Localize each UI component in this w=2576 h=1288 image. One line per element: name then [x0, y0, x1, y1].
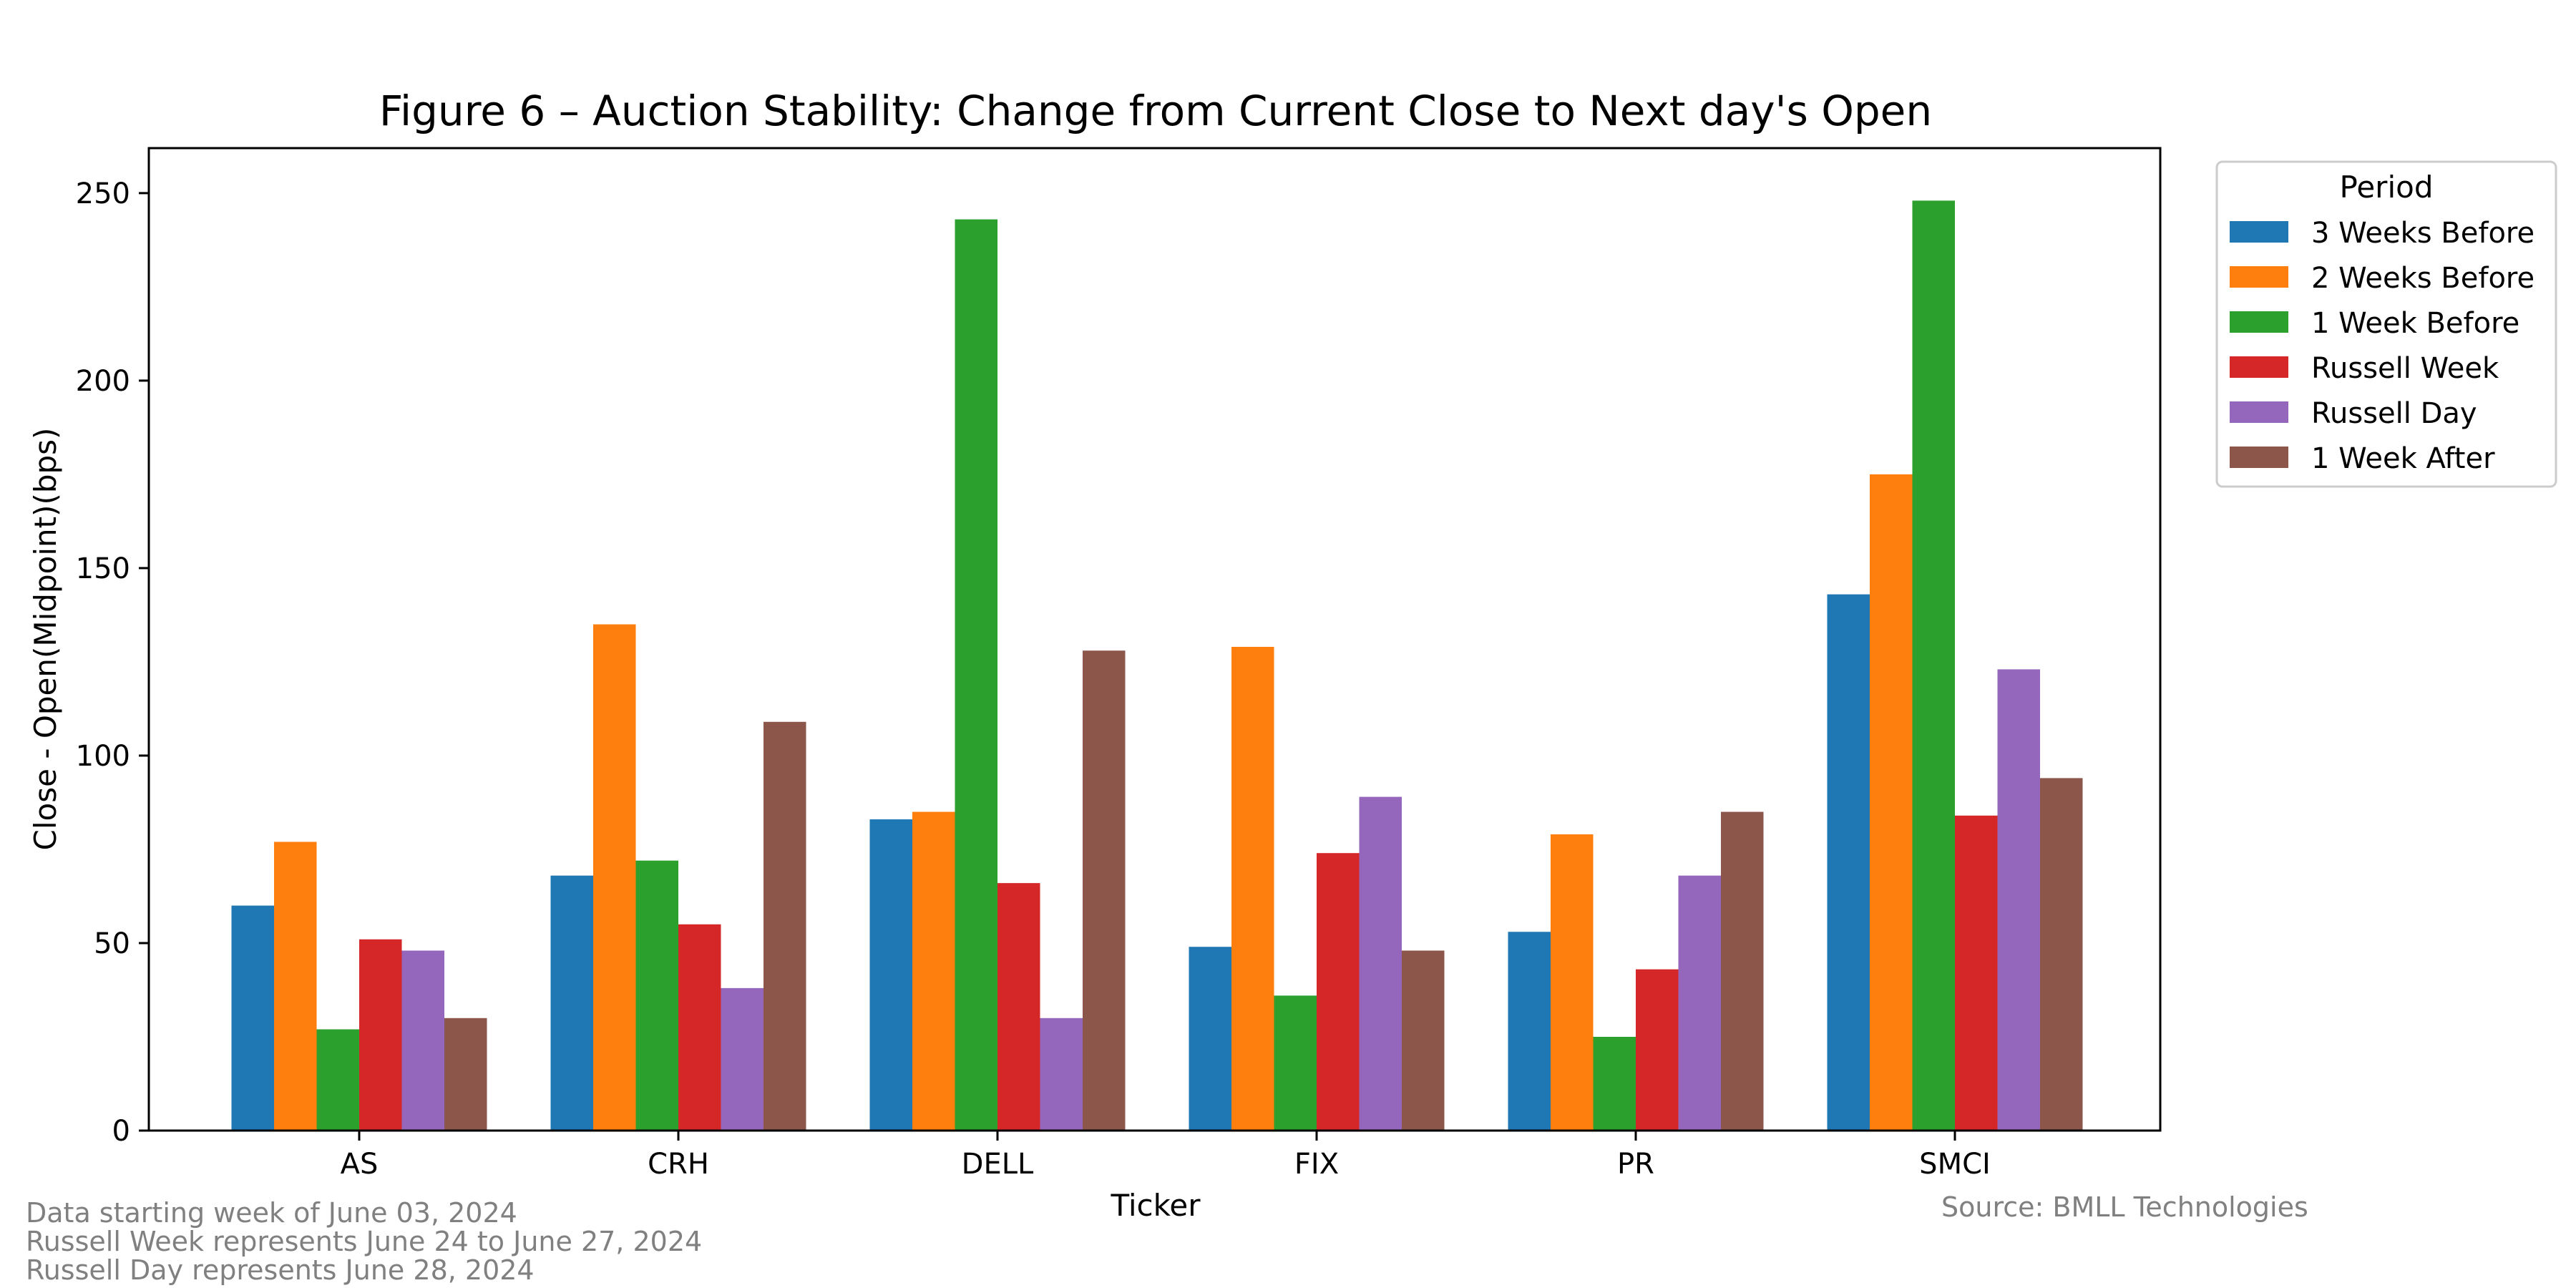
y-tick-label: 150 [76, 552, 130, 585]
bar-1-week-before-as [316, 1029, 359, 1131]
chart-title: Figure 6 – Auction Stability: Change fro… [379, 87, 1932, 135]
legend-swatch-russell-day [2230, 401, 2288, 423]
bar-3-weeks-before-dell [869, 819, 912, 1131]
footnote-russell-week: Russell Week represents June 24 to June … [26, 1226, 702, 1257]
x-tick-label: SMCI [1919, 1148, 1991, 1181]
bar-2-weeks-before-dell [912, 811, 955, 1131]
bar-2-weeks-before-fix [1231, 646, 1274, 1131]
legend-swatch-2-weeks-before [2230, 266, 2288, 288]
bar-2-weeks-before-pr [1551, 834, 1594, 1131]
legend: Period 3 Weeks Before 2 Weeks Before 1 Wee… [2215, 160, 2557, 488]
source-note: Source: BMLL Technologies [1941, 1191, 2308, 1223]
bar-1-week-after-crh [763, 721, 806, 1131]
bar-1-week-after-as [444, 1018, 487, 1131]
bar-1-week-before-crh [635, 860, 678, 1131]
legend-label-1-week-after: 1 Week After [2311, 442, 2495, 475]
bar-russell-day-smci [1997, 669, 2040, 1131]
y-axis-label: Close - Open(Midpoint)(bps) [28, 428, 63, 851]
bar-1-week-after-fix [1402, 950, 1445, 1131]
bar-1-week-after-smci [2040, 778, 2083, 1131]
y-tick-label: 200 [76, 365, 130, 398]
x-tick-label: PR [1617, 1148, 1654, 1181]
legend-title: Period [2340, 170, 2434, 205]
y-tick-label: 100 [76, 740, 130, 773]
footnote-data-start: Data starting week of June 03, 2024 [26, 1197, 517, 1229]
y-tick-label: 0 [112, 1115, 130, 1148]
bar-1-week-before-fix [1274, 995, 1317, 1131]
legend-frame [2215, 160, 2557, 488]
bar-3-weeks-before-smci [1827, 594, 1870, 1131]
bar-1-week-before-pr [1593, 1036, 1636, 1131]
bar-russell-week-crh [678, 924, 721, 1131]
bar-russell-day-as [401, 950, 444, 1131]
bar-2-weeks-before-as [274, 841, 317, 1131]
footnote-russell-day: Russell Day represents June 28, 2024 [26, 1254, 535, 1286]
bar-3-weeks-before-crh [550, 875, 593, 1131]
x-tick-label: CRH [648, 1148, 709, 1181]
bar-3-weeks-before-as [231, 905, 274, 1131]
bar-russell-week-dell [997, 883, 1040, 1131]
legend-label-russell-day: Russell Day [2311, 397, 2477, 430]
legend-swatch-russell-week [2230, 356, 2288, 378]
axes-layer: 0 50 100 150 200 250 AS CRH DELL FIX PR SMCI [76, 177, 1991, 1181]
bar-2-weeks-before-smci [1870, 474, 1913, 1131]
bar-russell-day-dell [1040, 1018, 1083, 1131]
bar-1-week-after-pr [1721, 811, 1764, 1131]
bar-1-week-before-dell [955, 219, 997, 1131]
x-tick-label: AS [341, 1148, 379, 1181]
bar-russell-week-as [359, 939, 402, 1131]
legend-swatch-1-week-before [2230, 311, 2288, 333]
bar-russell-day-pr [1678, 875, 1721, 1131]
legend-label-3-weeks-before: 3 Weeks Before [2311, 217, 2534, 250]
bar-russell-week-smci [1955, 815, 1998, 1131]
bar-russell-week-fix [1317, 853, 1360, 1131]
bar-russell-day-crh [721, 987, 763, 1131]
legend-label-russell-week: Russell Week [2311, 352, 2499, 385]
bar-russell-week-pr [1636, 969, 1679, 1131]
plot-frame [147, 147, 2162, 1132]
bar-2-weeks-before-crh [593, 624, 636, 1131]
bar-russell-day-fix [1359, 796, 1402, 1131]
y-tick-label: 50 [94, 927, 130, 960]
legend-swatch-3-weeks-before [2230, 221, 2288, 243]
legend-swatch-1-week-after [2230, 447, 2288, 468]
x-tick-label: DELL [962, 1148, 1034, 1181]
legend-label-1-week-before: 1 Week Before [2311, 307, 2519, 340]
footnotes: Data starting week of June 03, 2024 Russ… [26, 1197, 702, 1286]
x-axis-label: Ticker [1110, 1188, 1201, 1223]
x-tick-label: FIX [1294, 1148, 1339, 1181]
bar-1-week-before-smci [1912, 200, 1955, 1131]
legend-label-2-weeks-before: 2 Weeks Before [2311, 262, 2534, 295]
bar-3-weeks-before-pr [1508, 932, 1551, 1131]
bar-3-weeks-before-fix [1189, 947, 1231, 1131]
bars-layer [231, 200, 2083, 1131]
y-tick-label: 250 [76, 177, 130, 210]
bar-1-week-after-dell [1083, 650, 1126, 1131]
